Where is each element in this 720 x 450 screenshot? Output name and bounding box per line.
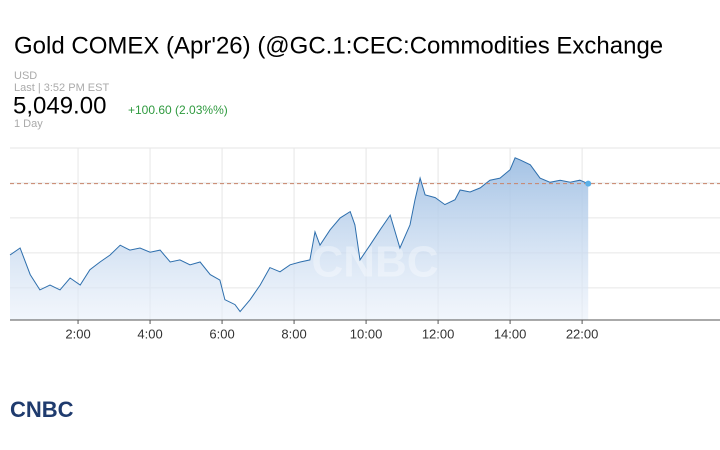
- last-point: [585, 180, 592, 187]
- x-tick-label: 2:00: [65, 326, 90, 341]
- change: +100.60 (2.03%%): [128, 103, 228, 117]
- logo: CNBC: [10, 397, 74, 422]
- chart-title: Gold COMEX (Apr'26) (@GC.1:CEC:Commoditi…: [14, 32, 663, 59]
- period: 1 Day: [14, 118, 43, 130]
- x-tick-label: 22:00: [566, 326, 599, 341]
- x-tick-label: 12:00: [422, 326, 455, 341]
- currency: USD: [14, 70, 37, 82]
- last-time: Last | 3:52 PM EST: [14, 82, 109, 94]
- x-tick-label: 6:00: [209, 326, 234, 341]
- area: [10, 157, 589, 320]
- x-tick-label: 4:00: [137, 326, 162, 341]
- x-tick-label: 10:00: [350, 326, 383, 341]
- x-tick-label: 14:00: [494, 326, 527, 341]
- line: [9, 157, 589, 313]
- price: 5,049.00: [13, 92, 106, 119]
- watermark: CNBC: [311, 238, 438, 287]
- x-tick-label: 8:00: [281, 326, 306, 341]
